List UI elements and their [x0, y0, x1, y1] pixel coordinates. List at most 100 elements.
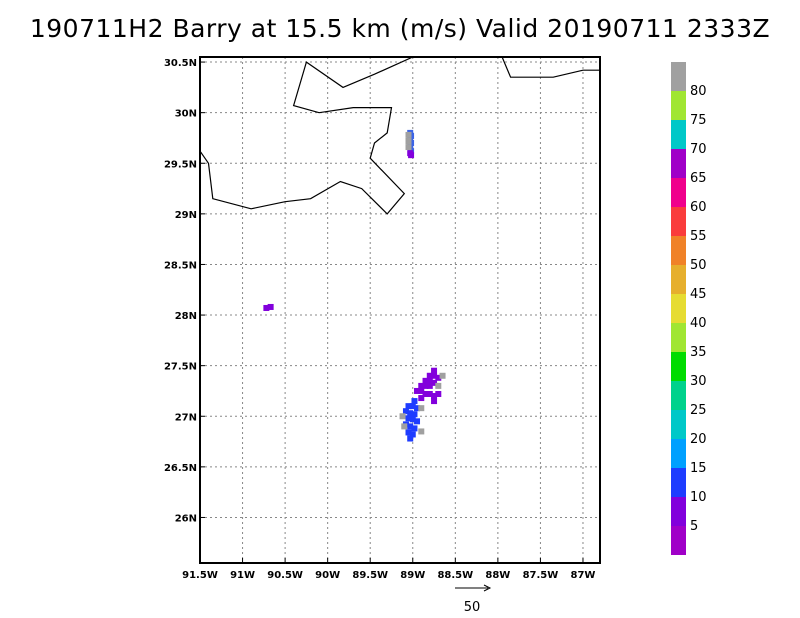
echo-cell: [431, 379, 438, 386]
echo-cell: [431, 398, 438, 405]
lat-tick-label: 27N: [175, 412, 197, 423]
lon-tick-label: 90W: [315, 570, 340, 581]
echo-cell: [405, 403, 412, 410]
colorbar-level-label: 40: [690, 316, 707, 331]
echo-cell: [405, 137, 412, 144]
coastlines: [200, 57, 600, 215]
echo-cell: [263, 304, 270, 311]
colorbar-level-label: 30: [690, 374, 707, 389]
echo-cell: [414, 387, 421, 394]
colorbar-swatch: [671, 352, 686, 381]
colorbar-level-label: 70: [690, 142, 707, 157]
echo-cell: [418, 382, 425, 389]
colorbar-level-label: 55: [690, 229, 707, 244]
grid: [199, 57, 600, 563]
echo-cell: [399, 413, 406, 420]
lon-tick-label: 89W: [400, 570, 425, 581]
reference-vector-label: 50: [464, 600, 481, 615]
axis-ticks: 30.5N 30N 29.5N 29N 28.5N 28N 27.5N 27N 26.5N 26N…: [164, 58, 596, 581]
colorbar-level-label: 45: [690, 287, 707, 302]
echo-cell: [267, 303, 274, 310]
colorbar-swatch: [671, 323, 686, 352]
lon-tick-label: 87W: [571, 570, 596, 581]
echo-cell: [414, 418, 421, 425]
lon-tick-label: 88W: [485, 570, 510, 581]
colorbar-swatch: [671, 526, 686, 555]
echo-cell: [418, 395, 425, 402]
echo-cell: [408, 152, 415, 159]
colorbar-swatch: [671, 120, 686, 149]
echo-cell: [409, 431, 416, 438]
echo-cell: [411, 398, 418, 405]
reference-vector: 50: [455, 584, 492, 615]
echo-cell: [422, 377, 429, 384]
echo-cell: [409, 416, 416, 423]
echo-cell: [411, 425, 418, 432]
wind-echoes: [263, 129, 446, 442]
colorbar-swatch: [671, 410, 686, 439]
colorbar-level-label: 25: [690, 403, 707, 418]
colorbar-level-label: 10: [690, 490, 707, 505]
colorbar-level-label: 15: [690, 461, 707, 476]
echo-cell: [407, 410, 414, 417]
colorbar-swatch: [671, 236, 686, 265]
lat-tick-label: 28.5N: [164, 260, 197, 271]
echo-cell: [435, 382, 442, 389]
lon-tick-label: 88.5W: [437, 570, 473, 581]
colorbar-level-label: 5: [690, 519, 698, 534]
echo-cell: [431, 367, 438, 374]
lat-tick-label: 26.5N: [164, 463, 197, 474]
echo-cell: [405, 131, 412, 138]
echo-cell: [405, 144, 412, 151]
lat-tick-label: 26N: [175, 513, 197, 524]
colorbar-level-label: 60: [690, 200, 707, 215]
arrow-head-icon: [483, 584, 492, 592]
colorbar-swatch: [671, 178, 686, 207]
colorbar-swatch: [671, 294, 686, 323]
lat-tick-label: 30N: [175, 109, 197, 120]
echo-cell: [411, 411, 418, 418]
echo-cell: [435, 374, 442, 381]
lat-tick-label: 29.5N: [164, 159, 197, 170]
echo-cell: [426, 390, 433, 397]
colorbar-swatch: [671, 149, 686, 178]
lon-tick-label: 89.5W: [352, 570, 388, 581]
echo-cell: [405, 415, 412, 422]
lat-tick-label: 27.5N: [164, 362, 197, 373]
chart-title: 190711H2 Barry at 15.5 km (m/s) Valid 20…: [29, 14, 771, 43]
echo-cell: [418, 405, 425, 412]
echo-cell: [435, 390, 442, 397]
lon-tick-label: 91W: [230, 570, 255, 581]
echo-cell: [418, 387, 425, 394]
echo-cell: [431, 372, 438, 379]
lon-tick-label: 91.5W: [182, 570, 218, 581]
colorbar-swatch: [671, 439, 686, 468]
echo-cell: [414, 405, 421, 412]
colorbar: 80 75 70 65 60 55 50 45 40 35 30 25 20 15 10 5: [671, 62, 707, 555]
echo-cell: [418, 428, 425, 435]
echo-cell: [405, 429, 412, 436]
coastline: [501, 57, 600, 78]
colorbar-swatch: [671, 265, 686, 294]
coastline: [200, 57, 494, 215]
echo-cell: [439, 372, 446, 379]
lon-tick-label: 87.5W: [523, 570, 559, 581]
echo-cell: [402, 408, 409, 415]
colorbar-level-label: 35: [690, 345, 707, 360]
colorbar-swatch: [671, 207, 686, 236]
colorbar-swatch: [671, 62, 686, 91]
colorbar-level-label: 80: [690, 84, 707, 99]
colorbar-level-label: 75: [690, 113, 707, 128]
colorbar-swatch: [671, 381, 686, 410]
lat-tick-label: 29N: [175, 210, 197, 221]
lat-tick-label: 30.5N: [164, 58, 197, 69]
plot-frame: [199, 56, 601, 564]
echo-cell: [426, 382, 433, 389]
colorbar-swatch: [671, 497, 686, 526]
echo-cell: [407, 423, 414, 430]
colorbar-level-label: 65: [690, 171, 707, 186]
lat-tick-label: 28N: [175, 311, 197, 322]
lon-tick-label: 90.5W: [267, 570, 303, 581]
echo-cell: [431, 393, 438, 400]
